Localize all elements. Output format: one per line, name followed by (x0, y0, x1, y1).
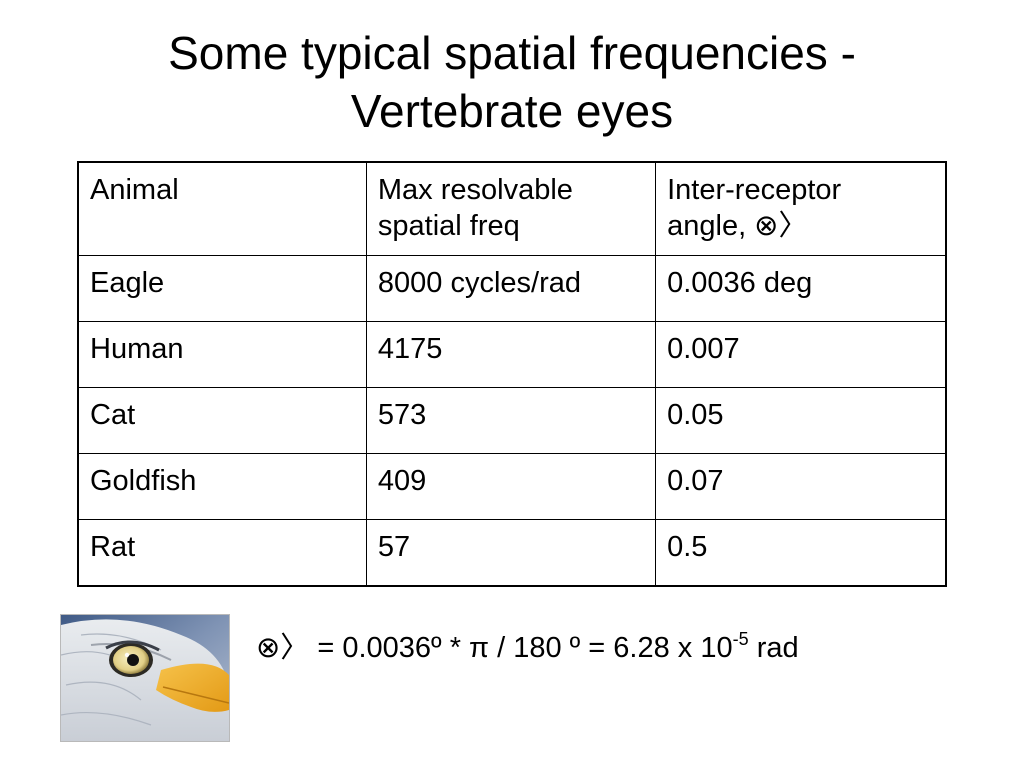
cell-freq: 4175 (365, 321, 657, 388)
cell-animal: Cat (77, 387, 367, 454)
cell-freq: 409 (365, 453, 657, 520)
header-animal-label: Animal (90, 174, 179, 206)
header-angle-line-1: Inter-receptor (667, 174, 842, 206)
table-row: Goldfish 409 0.07 (77, 453, 947, 520)
header-inter-receptor-angle: Inter-receptor angle, ⊗〉 (655, 161, 947, 256)
formula-exponent: -5 (732, 629, 749, 649)
cell-animal: Human (77, 321, 367, 388)
cell-animal: Rat (77, 519, 367, 587)
cell-angle: 0.07 (655, 453, 947, 520)
title-line-2: Vertebrate eyes (350, 85, 674, 137)
header-angle-line-2: angle, ⊗〉 (667, 210, 808, 242)
cell-angle: 0.5 (655, 519, 947, 587)
spatial-frequency-table: Animal Max resolvable spatial freq Inter… (77, 161, 947, 587)
cell-freq: 8000 cycles/rad (365, 255, 657, 322)
header-max-freq-line-2: spatial freq (377, 210, 520, 242)
cell-freq: 57 (365, 519, 657, 587)
table-row: Eagle 8000 cycles/rad 0.0036 deg (77, 255, 947, 322)
table-row: Rat 57 0.5 (77, 519, 947, 587)
header-animal: Animal (77, 161, 367, 256)
title-line-1: Some typical spatial frequencies - (168, 27, 856, 79)
header-max-freq: Max resolvable spatial freq (365, 161, 657, 256)
table-header-row: Animal Max resolvable spatial freq Inter… (77, 161, 947, 256)
cell-angle: 0.0036 deg (655, 255, 947, 322)
cell-animal: Eagle (77, 255, 367, 322)
eagle-eye-illustration (61, 615, 229, 741)
slide-title: Some typical spatial frequencies - Verte… (0, 24, 1024, 140)
cell-animal: Goldfish (77, 453, 367, 520)
angle-conversion-formula: ⊗〉 = 0.0036º * π / 180 º = 6.28 x 10-5 r… (256, 630, 799, 666)
table-row: Human 4175 0.007 (77, 321, 947, 388)
eagle-eye-photo (60, 614, 230, 742)
table-row: Cat 573 0.05 (77, 387, 947, 454)
cell-angle: 0.007 (655, 321, 947, 388)
cell-angle: 0.05 (655, 387, 947, 454)
header-max-freq-line-1: Max resolvable (377, 174, 573, 206)
formula-unit: rad (748, 632, 799, 664)
formula-main: ⊗〉 = 0.0036º * π / 180 º = 6.28 x 10 (256, 632, 733, 664)
cell-freq: 573 (365, 387, 657, 454)
